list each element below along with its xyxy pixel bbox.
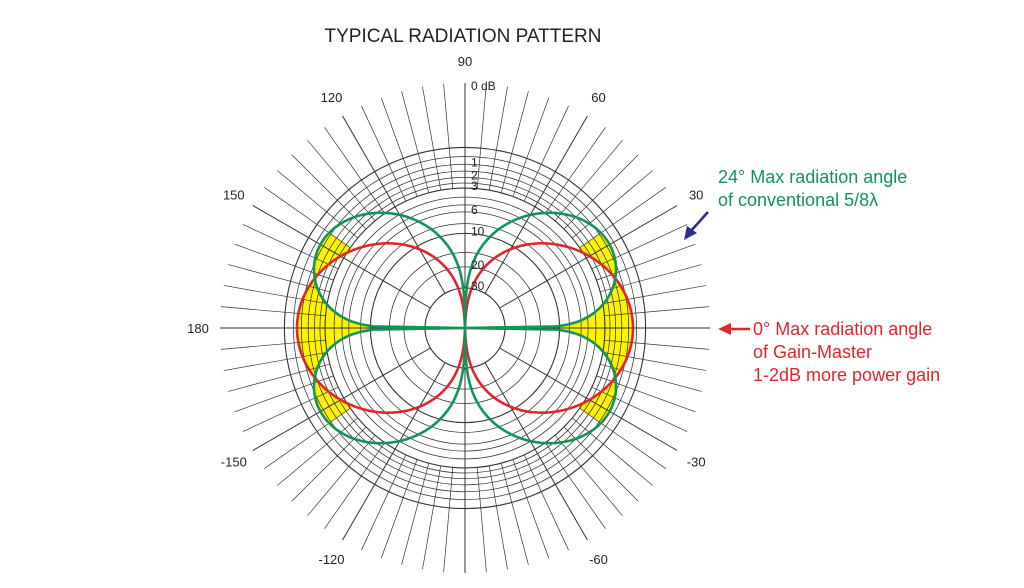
grid-spoke-170 [223,285,328,305]
db-tick-3: 3 [471,179,478,193]
angle-tick-120: 120 [321,90,343,105]
series-conventional [312,211,618,445]
angle-tick-30: 30 [689,188,703,203]
series-gain-master [295,242,635,414]
annotation-gain-master: 0° Max radiation angle of Gain-Master 1-… [753,318,940,387]
grid-spoke-335 [591,386,688,432]
pattern-series [295,211,635,445]
chart-title: TYPICAL RADIATION PATTERN [325,26,602,47]
grid-spoke-95 [443,83,454,189]
angle-tick--60: -60 [589,552,608,567]
grid-spoke-190 [223,351,328,371]
grid-spoke-325 [579,407,666,469]
grid-spoke-165 [228,264,330,293]
annotation-gain-master-line-1: 0° Max radiation angle [753,319,933,339]
grid-spoke-125 [324,127,386,214]
grid-spoke-175 [220,306,326,317]
grid-spoke-295 [523,454,569,551]
grid-spoke-255 [401,463,430,565]
grid-spoke-185 [220,339,326,350]
grid-spoke-40 [571,170,653,239]
grid-spoke-350 [602,351,707,371]
annotation-conventional-line-1: 24° Max radiation angle [718,167,908,187]
grid-spoke-10 [602,285,707,305]
arrow-gain-master-head [718,323,731,335]
grid-spoke-285 [500,463,529,565]
grid-spoke-345 [600,363,702,392]
annotation-conventional-line-2: of conventional 5/8λ [718,190,879,210]
grid-spoke-65 [523,105,569,202]
grid-spoke-120 [342,115,446,294]
grid-spoke-115 [361,105,407,202]
grid-spoke-85 [476,83,487,189]
grid-spoke-140 [277,170,359,239]
grid-spoke-220 [277,417,359,486]
grid-spoke-25 [591,224,688,270]
grid-spoke-215 [264,407,351,469]
polar-grid [220,83,710,573]
arrow-conventional-head [684,226,697,240]
db-tick-6: 6 [471,203,478,217]
db-tick-1: 1 [471,155,478,169]
grid-spoke-235 [324,442,386,529]
annotation-conventional: 24° Max radiation angle of conventional … [718,166,907,212]
grid-spoke-55 [544,127,606,214]
angle-tick-150: 150 [223,188,245,203]
grid-spoke-80 [488,86,508,191]
angle-tick-60: 60 [591,90,605,105]
grid-spoke-260 [422,465,442,570]
grid-spoke-50 [554,140,623,222]
annotation-arrows [684,211,750,335]
grid-spoke-240 [342,362,446,541]
annotation-gain-master-line-2: of Gain-Master [753,342,873,362]
angle-tick-180: 180 [187,321,209,336]
angle-tick--30: -30 [687,455,706,470]
grid-spoke-300 [484,362,588,541]
angle-tick-90: 90 [458,54,472,69]
grid-spoke-70 [512,97,550,197]
grid-spoke-15 [600,264,702,293]
grid-spoke-305 [544,442,606,529]
grid-spoke-275 [476,467,487,573]
grid-spoke-265 [443,467,454,573]
grid-spoke-5 [604,306,710,317]
grid-spoke-290 [512,459,550,559]
db-tick-2: 2 [471,168,478,182]
grid-spoke-310 [554,434,623,516]
grid-spoke-105 [401,91,430,193]
grid-spoke-250 [380,459,418,559]
grid-spoke-60 [484,115,588,294]
grid-spoke-320 [571,417,653,486]
grid-spoke-110 [380,97,418,197]
grid-spoke-155 [242,224,339,270]
annotation-gain-master-line-3: 1-2dB more power gain [753,365,941,385]
db-tick-30: 30 [471,279,485,293]
grid-spoke-35 [579,187,666,249]
grid-spoke-145 [264,187,351,249]
db-tick-10: 10 [471,224,485,238]
grid-spoke-205 [242,386,339,432]
angle-tick--120: -120 [318,552,344,567]
grid-spoke-100 [422,86,442,191]
tick-labels: 90 60 30 -30 -60 -120 -150 180 150 120 0 dB 123 6 10 2… [187,54,705,567]
grid-spoke-195 [228,363,330,392]
grid-spoke-280 [488,465,508,570]
db-tick-20: 20 [471,258,485,272]
grid-spoke-230 [307,434,376,516]
grid-spoke-130 [307,140,376,222]
grid-spoke-75 [500,91,529,193]
arrow-conventional-shaft [689,211,709,233]
grid-spoke-355 [604,339,710,350]
angle-tick--150: -150 [221,455,247,470]
grid-spoke-245 [361,454,407,551]
db-tick-0: 0 dB [471,79,496,93]
